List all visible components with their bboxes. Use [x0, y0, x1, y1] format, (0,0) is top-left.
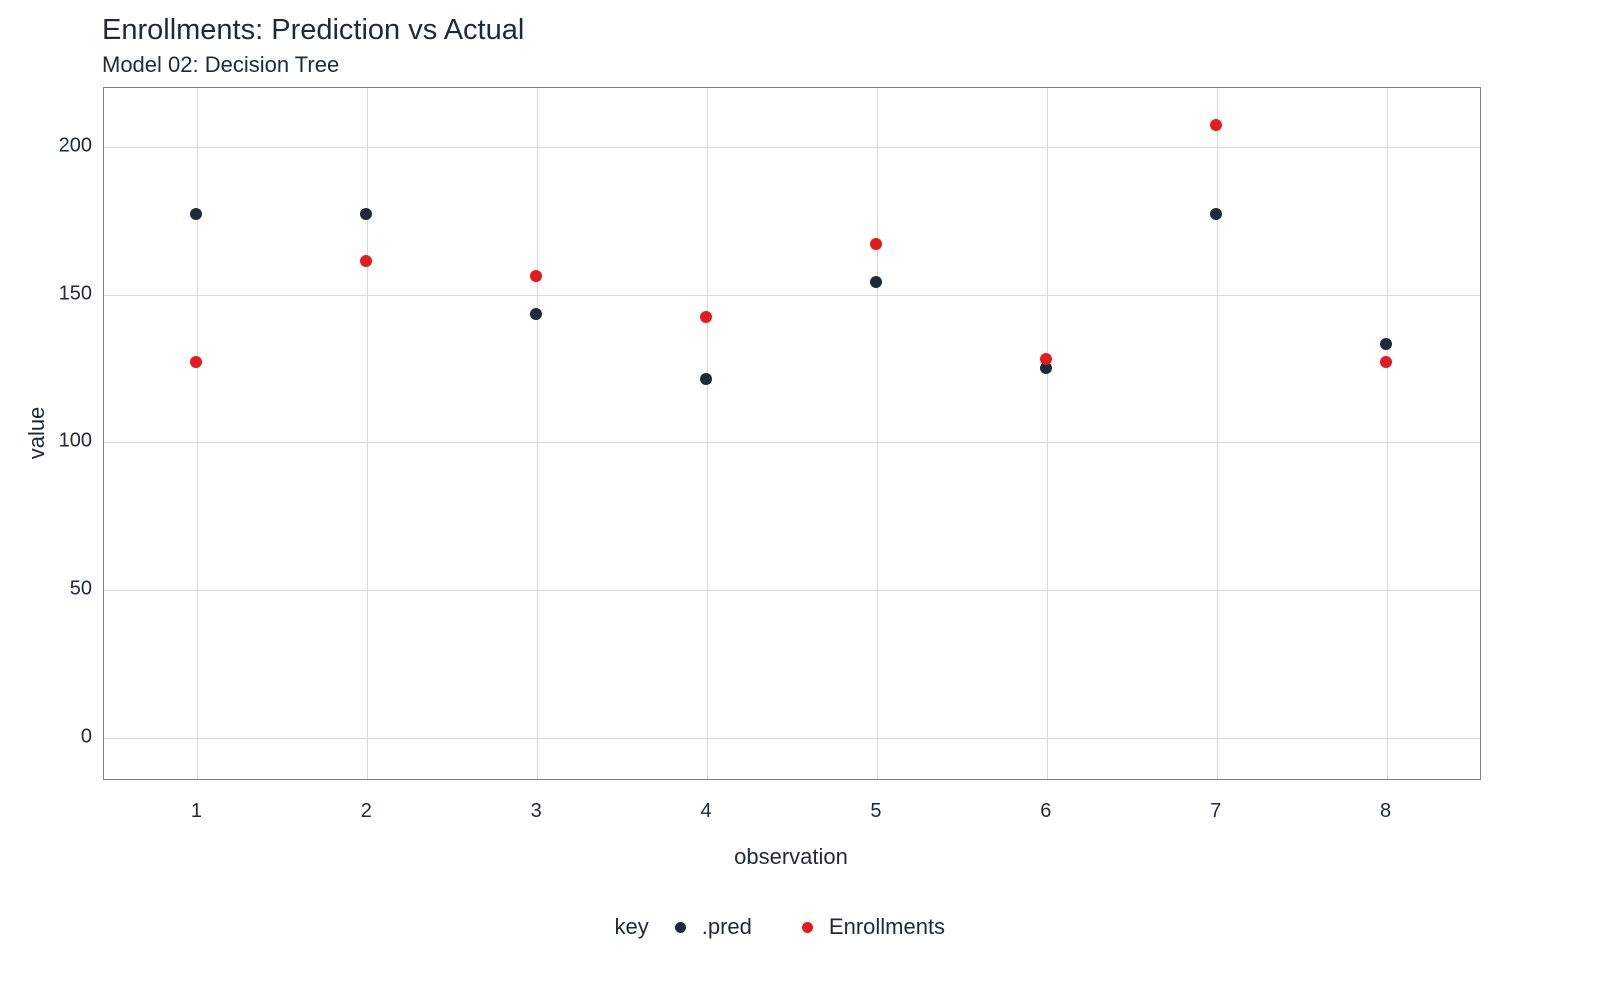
y-tick-label: 200: [59, 135, 92, 158]
chart-title: Enrollments: Prediction vs Actual: [102, 14, 524, 47]
data-point: [360, 208, 372, 220]
gridline-h: [104, 738, 1480, 739]
data-point: [870, 238, 882, 250]
data-point: [190, 356, 202, 368]
data-point: [870, 276, 882, 288]
y-tick-label: 0: [81, 725, 92, 748]
y-tick-label: 50: [70, 578, 92, 601]
gridline-v: [367, 88, 368, 779]
legend-marker: [675, 922, 686, 933]
plot-panel: [103, 87, 1481, 780]
gridline-v: [197, 88, 198, 779]
data-point: [190, 208, 202, 220]
gridline-v: [707, 88, 708, 779]
gridline-h: [104, 295, 1480, 296]
legend-label: .pred: [702, 914, 752, 940]
gridline-h: [104, 442, 1480, 443]
gridline-v: [1217, 88, 1218, 779]
gridline-v: [877, 88, 878, 779]
data-point: [1380, 356, 1392, 368]
x-tick-label: 3: [531, 800, 542, 823]
x-tick-label: 2: [361, 800, 372, 823]
gridline-v: [537, 88, 538, 779]
chart-root: Enrollments: Prediction vs Actual Model …: [0, 0, 1600, 1000]
legend-marker: [802, 922, 813, 933]
data-point: [700, 311, 712, 323]
y-tick-label: 150: [59, 282, 92, 305]
y-axis-label: value: [24, 406, 50, 459]
x-axis-label: observation: [734, 844, 848, 870]
data-point: [360, 255, 372, 267]
x-tick-label: 4: [700, 800, 711, 823]
x-tick-label: 5: [870, 800, 881, 823]
data-point: [700, 373, 712, 385]
data-point: [530, 308, 542, 320]
data-point: [1210, 208, 1222, 220]
x-tick-label: 6: [1040, 800, 1051, 823]
gridline-h: [104, 147, 1480, 148]
legend-label: Enrollments: [829, 914, 945, 940]
chart-subtitle: Model 02: Decision Tree: [102, 52, 339, 78]
data-point: [1040, 353, 1052, 365]
data-point: [530, 270, 542, 282]
x-tick-label: 1: [191, 800, 202, 823]
x-tick-label: 7: [1210, 800, 1221, 823]
data-point: [1380, 338, 1392, 350]
y-tick-label: 100: [59, 430, 92, 453]
data-point: [1210, 119, 1222, 131]
gridline-v: [1047, 88, 1048, 779]
gridline-h: [104, 590, 1480, 591]
legend: key .pred Enrollments: [615, 913, 946, 940]
x-tick-label: 8: [1380, 800, 1391, 823]
gridline-v: [1387, 88, 1388, 779]
legend-title: key: [615, 914, 649, 940]
